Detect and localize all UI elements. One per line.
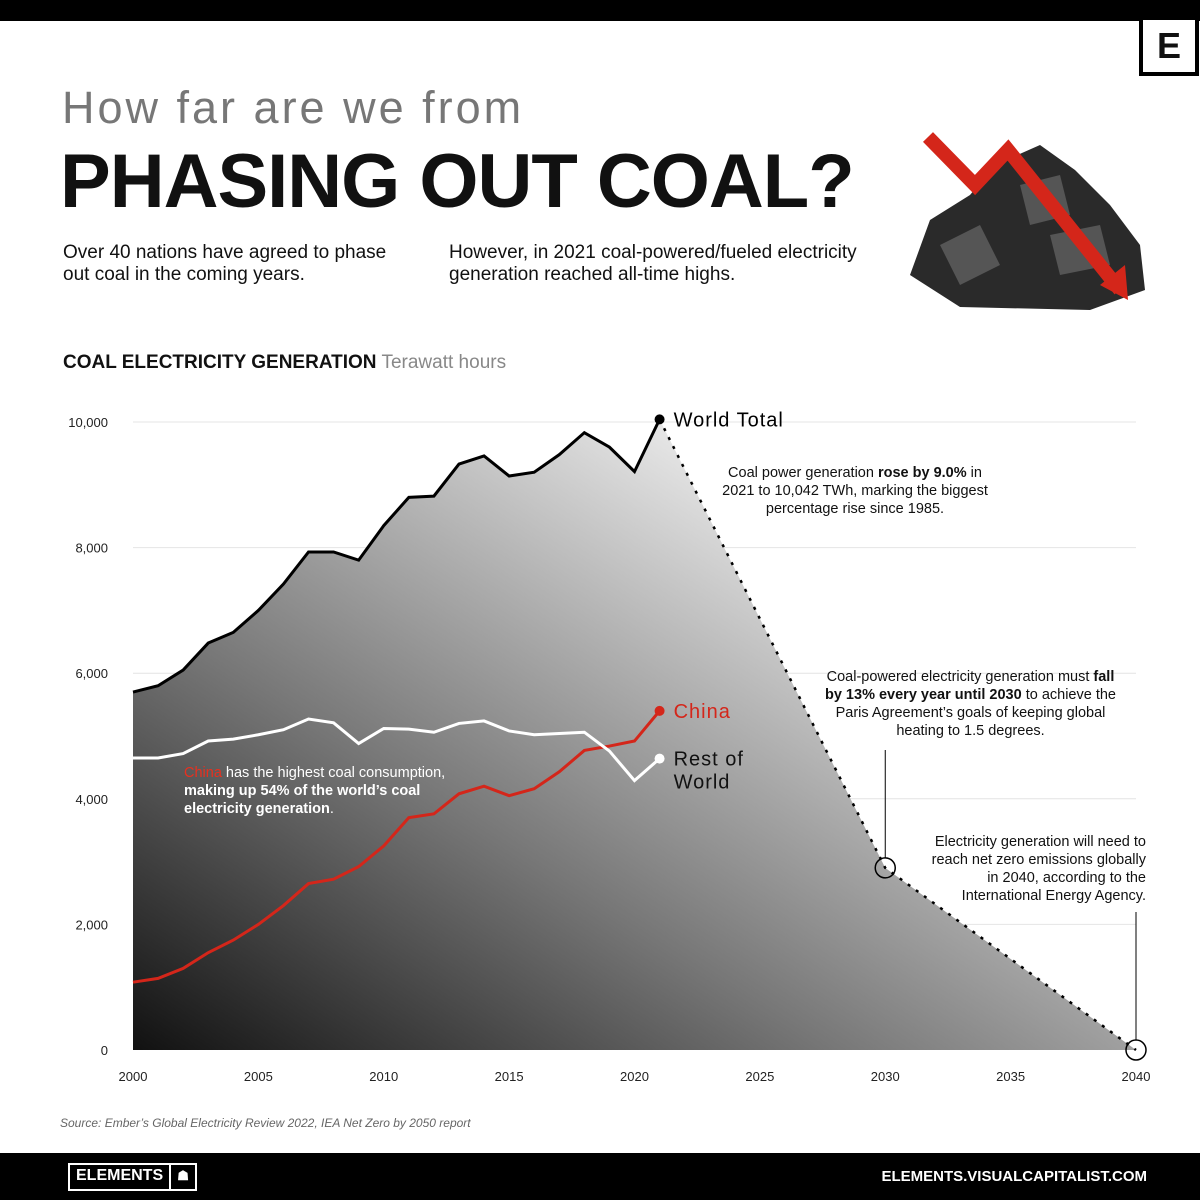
series-line-1 — [132, 709, 661, 984]
page-title: PHASING OUT COAL? — [60, 139, 855, 224]
series-label: China — [674, 701, 731, 723]
y-tick-label: 2,000 — [75, 917, 108, 932]
x-tick-label: 2030 — [871, 1069, 900, 1084]
brand-text: ELEMENTS — [76, 1167, 164, 1184]
x-tick-label: 2000 — [119, 1069, 148, 1084]
elements-logo: E — [1139, 16, 1199, 76]
series-label: World Total — [674, 409, 784, 431]
source-note: Source: Ember’s Global Electricity Revie… — [60, 1116, 471, 1130]
top-bar — [0, 0, 1200, 21]
series-line-0 — [132, 418, 661, 694]
y-tick-label: 8,000 — [75, 541, 108, 556]
subtitle-left: Over 40 nations have agreed to phase out… — [63, 242, 387, 285]
site-url[interactable]: ELEMENTS.VISUALCAPITALIST.COM — [881, 1168, 1147, 1185]
chart-title: COAL ELECTRICITY GENERATION Terawatt hou… — [63, 352, 506, 374]
subtitle-right: However, in 2021 coal-powered/fueled ele… — [449, 242, 857, 285]
x-tick-label: 2035 — [996, 1069, 1025, 1084]
annotation-paris: Coal-powered electricity generation must… — [824, 669, 1116, 739]
chart: 0 2,000 4,000 6,000 8,000 10,000 2000 2005 2010 2… — [68, 409, 1151, 1084]
series-line-2 — [133, 717, 661, 783]
mask-icon: ☗ — [169, 1165, 195, 1189]
annotation-china: China has the highest coal consumption, … — [184, 765, 446, 817]
x-tick-label: 2015 — [495, 1069, 524, 1084]
elements-brand-logo[interactable]: ELEMENTS ☗ — [68, 1163, 198, 1191]
series-end-point — [654, 705, 665, 716]
projection-line — [658, 418, 1137, 1052]
x-tick-label: 2005 — [244, 1069, 273, 1084]
series-end-point — [654, 753, 665, 764]
x-tick-label: 2040 — [1122, 1069, 1151, 1084]
coal-pile-arrow-illustration — [910, 132, 1145, 310]
chart-title-text: COAL ELECTRICITY GENERATION — [63, 352, 377, 373]
series-label: Rest of World — [674, 749, 744, 794]
footer-bar — [0, 1153, 1200, 1200]
pretitle: How far are we from — [62, 82, 525, 133]
annotation-world: Coal power generation rose by 9.0% in 20… — [722, 465, 988, 517]
y-tick-label: 6,000 — [75, 666, 108, 681]
y-tick-label: 10,000 — [68, 415, 108, 430]
x-tick-label: 2025 — [745, 1069, 774, 1084]
series-end-point — [654, 414, 665, 425]
industrial-photo-area — [133, 419, 1136, 1050]
x-tick-label: 2010 — [369, 1069, 398, 1084]
y-tick-label: 4,000 — [75, 792, 108, 807]
x-tick-label: 2020 — [620, 1069, 649, 1084]
chart-unit: Terawatt hours — [381, 352, 507, 373]
y-tick-label: 0 — [101, 1043, 108, 1058]
annotation-net-zero: Electricity generation will need to reac… — [931, 834, 1146, 904]
